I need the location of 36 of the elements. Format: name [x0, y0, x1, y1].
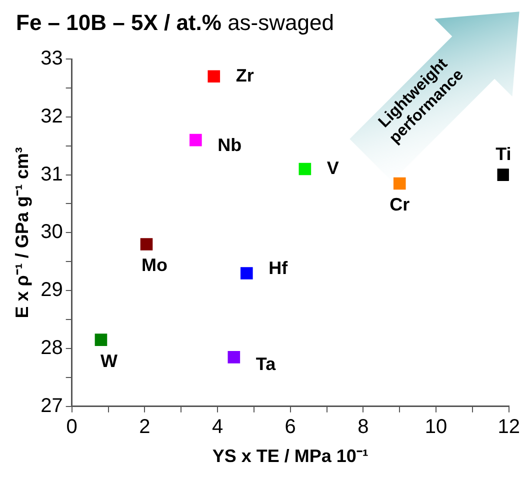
y-tick-label: 30: [40, 221, 63, 244]
series-label: V: [326, 158, 339, 178]
y-tick-label: 33: [40, 48, 63, 70]
point: [228, 351, 240, 364]
y-tick-label: 29: [40, 279, 63, 302]
series-label: Hf: [268, 258, 289, 278]
y-axis-title: E x ρ⁻¹ / GPa g⁻¹ cm³: [12, 147, 32, 318]
point: [497, 168, 509, 181]
series-label: Ta: [256, 354, 277, 374]
x-tick-label: 6: [284, 416, 296, 438]
series-label: Cr: [390, 194, 410, 214]
point: [94, 334, 108, 346]
y-tick-label: 31: [40, 163, 63, 186]
point: [140, 238, 153, 250]
series-label: Zr: [236, 65, 254, 86]
x-tick-label: 4: [212, 416, 224, 438]
chart-title: Fe – 10B – 5X / at.%: [16, 10, 222, 35]
point: [190, 134, 202, 146]
point: [298, 162, 312, 176]
point: [393, 177, 406, 190]
point: [208, 70, 220, 83]
point: [240, 267, 253, 280]
y-tick-label: 32: [40, 105, 63, 128]
x-tick-label: 10: [424, 416, 448, 438]
x-axis-title: YS x TE / MPa 10⁻¹: [212, 446, 368, 466]
x-tick-label: 2: [139, 416, 150, 438]
y-tick-label: 27: [40, 394, 63, 417]
x-tick-label: 0: [66, 416, 78, 438]
x-tick-label: 8: [358, 416, 369, 438]
y-tick-label: 28: [40, 337, 63, 360]
series-label: Mo: [142, 255, 168, 276]
series-label: W: [100, 350, 118, 371]
series-label: Ti: [496, 144, 512, 164]
chart-subtitle: as-swaged: [226, 10, 334, 35]
x-tick-label: 12: [498, 416, 520, 438]
series-label: Nb: [218, 135, 242, 156]
